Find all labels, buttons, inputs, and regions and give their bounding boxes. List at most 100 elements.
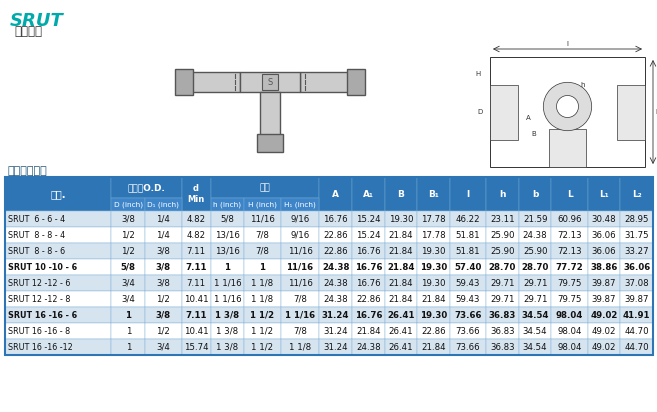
Text: 34.54: 34.54 xyxy=(523,342,547,351)
Circle shape xyxy=(543,82,592,131)
Bar xyxy=(551,339,588,355)
Text: h: h xyxy=(499,190,506,199)
Bar xyxy=(181,291,210,307)
Text: 17.78: 17.78 xyxy=(421,230,446,239)
Text: 39.87: 39.87 xyxy=(592,279,616,288)
Bar xyxy=(181,259,210,275)
Bar xyxy=(450,339,486,355)
Bar xyxy=(210,323,244,339)
Text: 98.04: 98.04 xyxy=(556,311,583,319)
Text: SRUT 16 -16 - 8: SRUT 16 -16 - 8 xyxy=(7,326,70,335)
Bar xyxy=(486,339,519,355)
Bar xyxy=(112,259,145,275)
Bar xyxy=(319,323,352,339)
Text: 16.76: 16.76 xyxy=(356,246,380,255)
Text: 宽度: 宽度 xyxy=(260,183,270,192)
Text: H: H xyxy=(476,70,481,77)
Text: 1/2: 1/2 xyxy=(122,246,135,255)
Text: 3/8: 3/8 xyxy=(122,215,135,223)
Bar xyxy=(281,227,319,243)
Bar xyxy=(145,307,181,323)
Bar xyxy=(145,227,181,243)
Bar xyxy=(620,339,653,355)
Bar xyxy=(281,291,319,307)
Bar xyxy=(519,259,551,275)
Text: 21.84: 21.84 xyxy=(356,326,380,335)
Bar xyxy=(588,339,620,355)
Text: 59.43: 59.43 xyxy=(456,279,480,288)
Bar xyxy=(5,307,112,323)
Text: 1: 1 xyxy=(260,262,265,272)
Text: A₁: A₁ xyxy=(363,190,374,199)
Text: 16.76: 16.76 xyxy=(355,262,382,272)
Text: 21.84: 21.84 xyxy=(389,246,413,255)
Text: 57.40: 57.40 xyxy=(455,262,482,272)
Bar xyxy=(244,339,281,355)
Text: 28.95: 28.95 xyxy=(624,215,649,223)
Bar xyxy=(112,243,145,259)
Text: d
Min: d Min xyxy=(187,184,204,204)
Bar xyxy=(181,307,210,323)
Bar xyxy=(181,323,210,339)
Text: 3/8: 3/8 xyxy=(156,246,170,255)
Bar xyxy=(551,291,588,307)
Text: 25.90: 25.90 xyxy=(490,246,514,255)
Text: 23.11: 23.11 xyxy=(490,215,515,223)
Text: SRUT  8 - 8 - 6: SRUT 8 - 8 - 6 xyxy=(7,246,64,255)
Text: 72.13: 72.13 xyxy=(557,230,582,239)
Text: 10.41: 10.41 xyxy=(184,295,208,304)
Text: 11/16: 11/16 xyxy=(288,246,313,255)
Text: 24.38: 24.38 xyxy=(356,342,380,351)
Text: 77.72: 77.72 xyxy=(556,262,583,272)
Text: 3/4: 3/4 xyxy=(122,295,135,304)
Text: 7.11: 7.11 xyxy=(187,246,206,255)
Bar xyxy=(181,275,210,291)
Bar xyxy=(319,339,352,355)
Bar xyxy=(112,339,145,355)
Bar xyxy=(384,307,417,323)
Bar xyxy=(181,211,210,227)
Text: 7.11: 7.11 xyxy=(185,262,207,272)
Text: 3/4: 3/4 xyxy=(156,342,170,351)
Bar xyxy=(519,291,551,307)
Bar xyxy=(417,243,450,259)
Text: 34.54: 34.54 xyxy=(522,311,549,319)
Bar xyxy=(588,211,620,227)
Bar xyxy=(519,307,551,323)
Text: 1 3/8: 1 3/8 xyxy=(215,311,240,319)
Bar xyxy=(417,339,450,355)
Text: 79.75: 79.75 xyxy=(557,279,582,288)
Bar xyxy=(244,243,281,259)
Bar xyxy=(347,69,365,95)
Bar xyxy=(300,72,360,92)
Text: 3/8: 3/8 xyxy=(156,279,170,288)
Text: L: L xyxy=(655,109,657,115)
Bar xyxy=(210,177,319,198)
Text: 22.86: 22.86 xyxy=(323,230,348,239)
Text: 1 3/8: 1 3/8 xyxy=(216,326,238,335)
Text: 19.30: 19.30 xyxy=(420,262,447,272)
Bar xyxy=(486,211,519,227)
Bar xyxy=(210,275,244,291)
Bar xyxy=(486,259,519,275)
Text: 1/2: 1/2 xyxy=(156,326,170,335)
Text: 31.24: 31.24 xyxy=(322,311,350,319)
Text: 21.84: 21.84 xyxy=(389,230,413,239)
Text: 1/2: 1/2 xyxy=(122,230,135,239)
Text: 7/8: 7/8 xyxy=(256,246,269,255)
Text: H₁ (inch): H₁ (inch) xyxy=(284,201,316,208)
Bar xyxy=(486,275,519,291)
Bar xyxy=(352,211,384,227)
Text: 37.08: 37.08 xyxy=(624,279,649,288)
Bar xyxy=(181,243,210,259)
Bar xyxy=(319,211,352,227)
Bar xyxy=(244,323,281,339)
Bar xyxy=(620,291,653,307)
Bar xyxy=(620,275,653,291)
Bar xyxy=(210,291,244,307)
Text: 29.71: 29.71 xyxy=(490,279,514,288)
Text: 31.24: 31.24 xyxy=(323,342,348,351)
Bar xyxy=(450,243,486,259)
Bar xyxy=(210,243,244,259)
Bar xyxy=(319,291,352,307)
